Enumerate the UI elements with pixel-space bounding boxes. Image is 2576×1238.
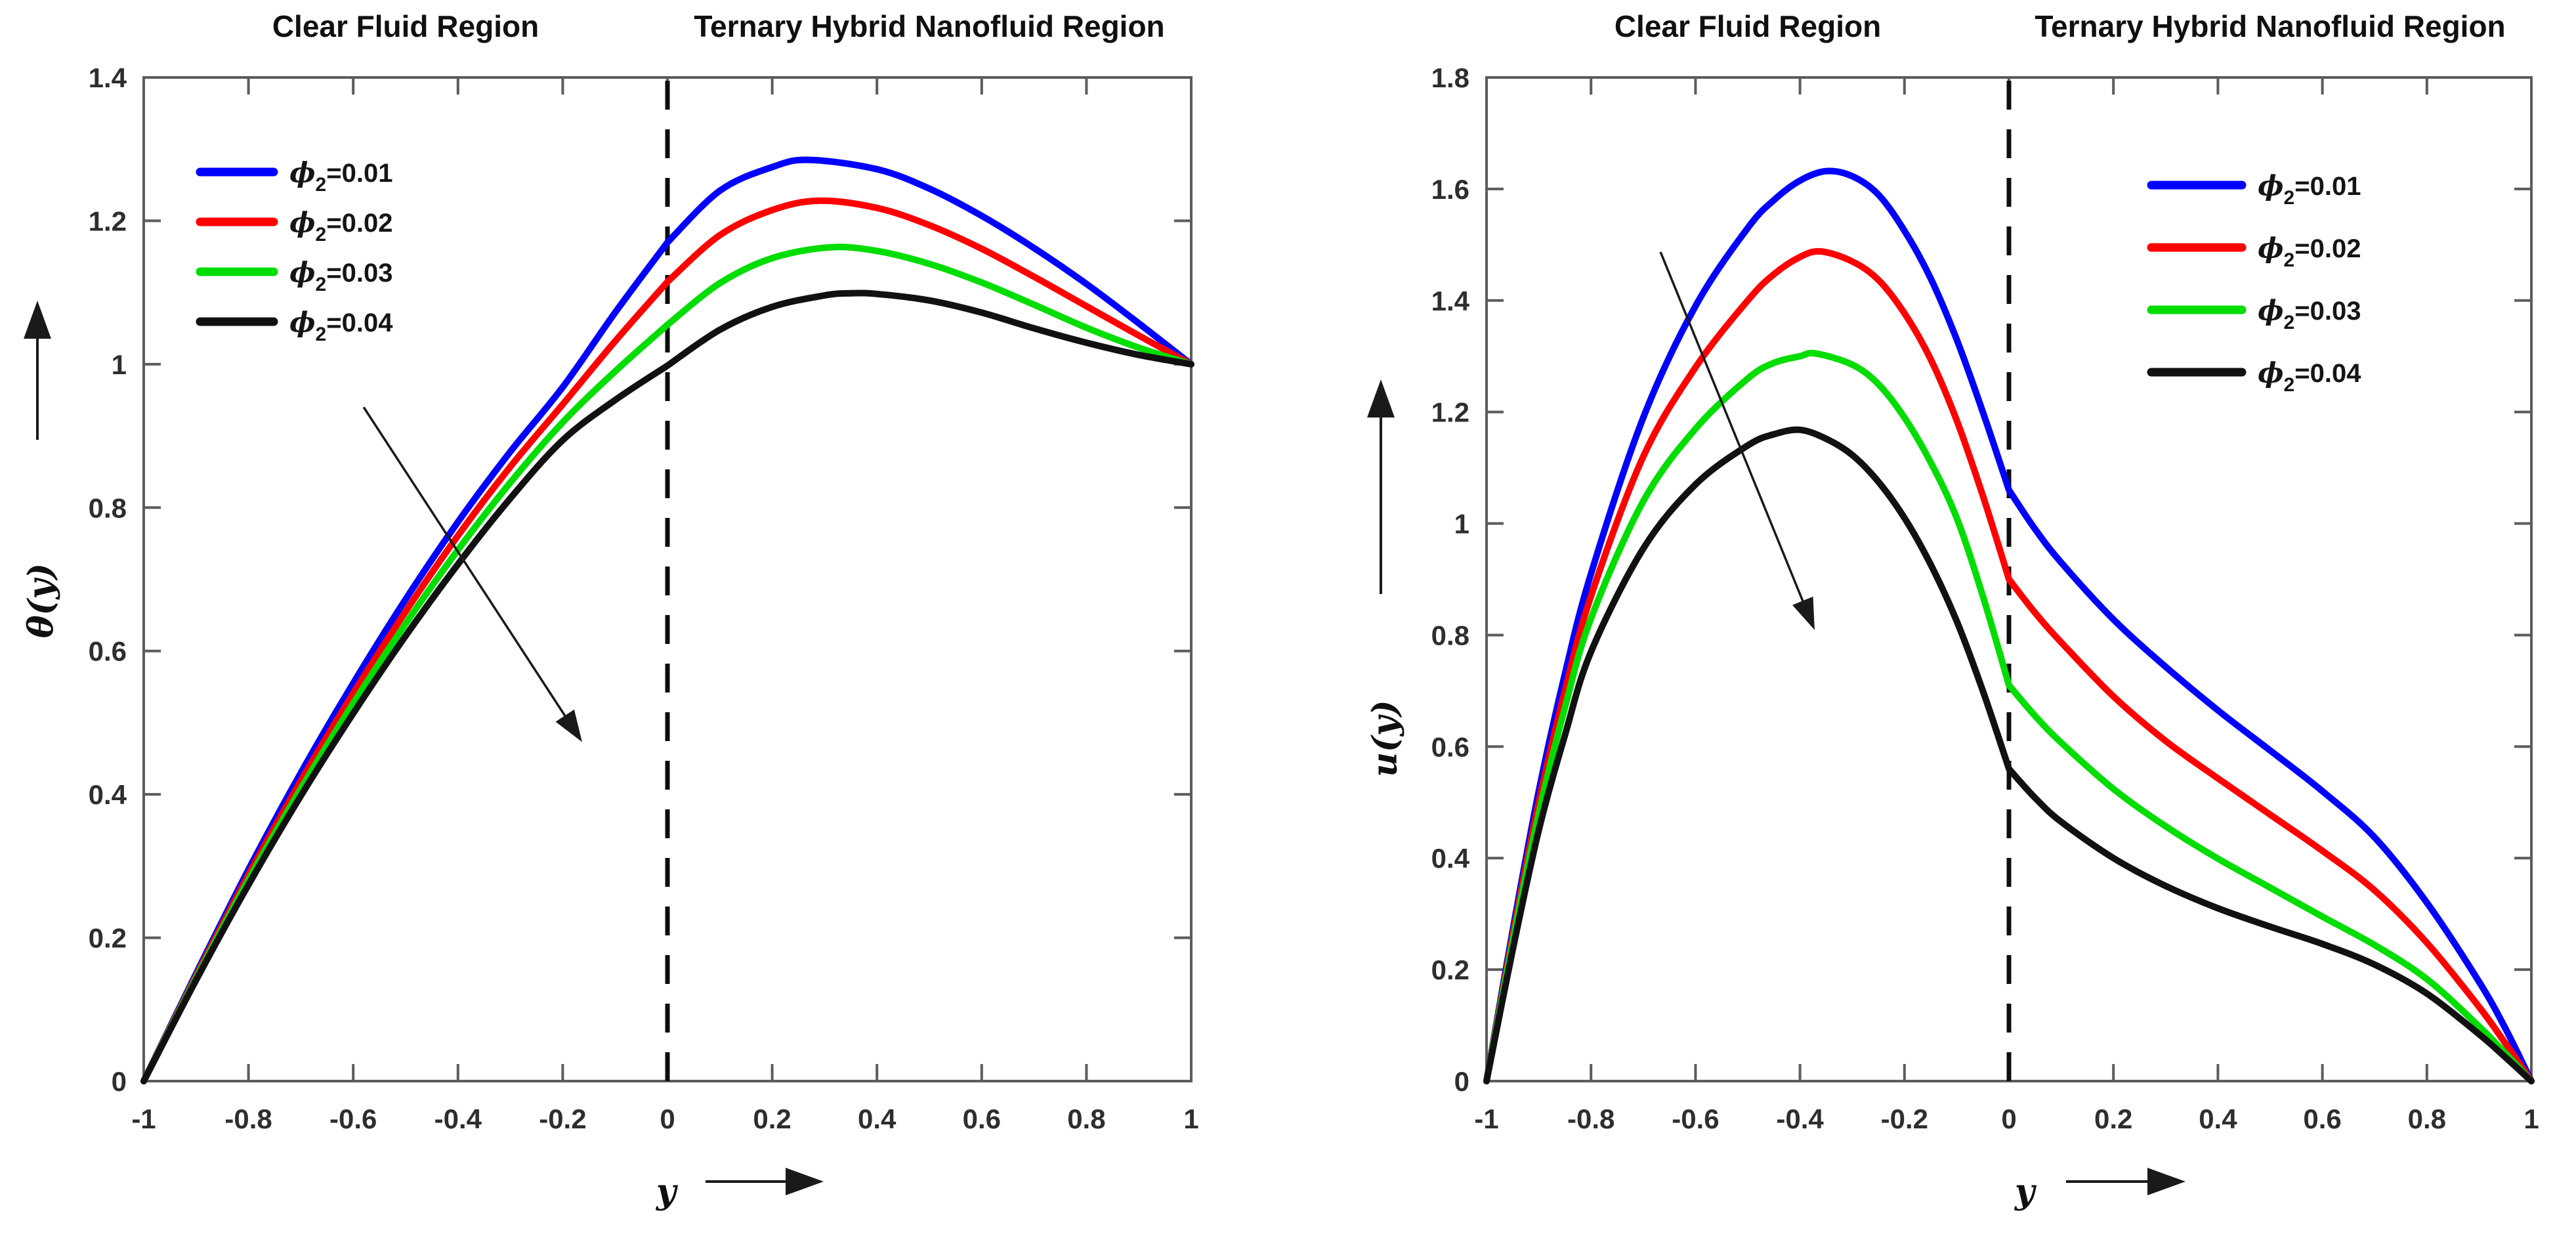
x-tick-label: -0.6 [329, 1103, 377, 1134]
x-axis-arrowhead [2147, 1168, 2185, 1195]
x-axis-arrowhead [786, 1168, 824, 1195]
x-axis-label: y [656, 1172, 679, 1212]
x-axis-label: y [2014, 1172, 2037, 1212]
x-tick-label: 1 [2523, 1103, 2539, 1134]
y-tick-label: 1.4 [89, 62, 127, 93]
y-tick-label: 1.2 [89, 205, 127, 236]
y-tick-label: 1.6 [1431, 174, 1469, 205]
x-tick-label: -0.2 [539, 1103, 586, 1134]
x-tick-label: -0.6 [1672, 1103, 1719, 1134]
decrease-trend-arrow [1659, 251, 1805, 605]
y-tick-label: 0.6 [1431, 731, 1469, 762]
y-tick-label: 0 [1454, 1066, 1469, 1097]
y-tick-label: 1.2 [1431, 397, 1469, 428]
legend-item: ϕ2=0.04 [2147, 356, 2361, 396]
plot-velocity-profile: -1 -0.8 -0.6 -0.4 -0.2 0 0.2 0.4 0.6 0.8 1 0 0.2 0.4 0… [1365, 9, 2539, 1212]
legend-label: ϕ2=0.01 [289, 156, 392, 196]
x-tick-label: 0.6 [963, 1103, 1001, 1134]
y-tick-label: 1 [1454, 509, 1469, 540]
y-tick-label: 0.4 [1431, 843, 1470, 874]
x-tick-label: -1 [131, 1103, 156, 1134]
region-title-clear-fluid: Clear Fluid Region [272, 9, 539, 43]
legend-label: ϕ2=0.04 [289, 306, 393, 345]
y-tick-label: 1.4 [1431, 286, 1470, 316]
legend-label: ϕ2=0.03 [289, 256, 392, 295]
y-tick-label: 0 [112, 1066, 127, 1097]
y-axis-arrowhead [1367, 379, 1395, 417]
y-tick-label: 0.8 [1431, 620, 1469, 651]
curve-phi2=0.04 [140, 289, 1194, 1084]
x-tick-label: -0.4 [1776, 1103, 1824, 1134]
y-tick-label: 0.2 [89, 923, 127, 954]
x-tick-label: -0.2 [1881, 1103, 1928, 1134]
x-tick-label: -0.8 [1567, 1103, 1615, 1134]
y-tick-label: 0.8 [89, 492, 127, 523]
legend-item: ϕ2=0.04 [196, 306, 393, 345]
legend-label: ϕ2=0.01 [2258, 169, 2361, 209]
legend-item: ϕ2=0.02 [2147, 232, 2361, 271]
decrease-trend-arrowhead [1792, 596, 1815, 630]
legend-item: ϕ2=0.03 [196, 256, 392, 295]
x-tick-label: -0.8 [224, 1103, 272, 1134]
region-title-clear-fluid: Clear Fluid Region [1615, 9, 1881, 43]
y-tick-label: 0.4 [89, 779, 127, 810]
x-tick-label: -0.4 [434, 1103, 482, 1134]
x-tick-label: 0.6 [2303, 1103, 2341, 1134]
x-tick-label: -1 [1474, 1103, 1498, 1134]
y-axis-label: u(y) [1365, 700, 1405, 777]
legend-label: ϕ2=0.02 [289, 206, 392, 245]
x-tick-label: 0.2 [753, 1103, 791, 1134]
legend-item: ϕ2=0.02 [196, 206, 392, 245]
x-tick-label: 0.4 [2199, 1103, 2237, 1134]
legend-item: ϕ2=0.03 [2147, 294, 2361, 333]
region-title-ternary-hybrid-nanofluid: Ternary Hybrid Nanofluid Region [2035, 9, 2505, 43]
legend-item: ϕ2=0.01 [2147, 169, 2361, 209]
y-tick-label: 1 [112, 349, 127, 380]
legend-item: ϕ2=0.01 [196, 156, 392, 196]
x-tick-label: 0.8 [2408, 1103, 2446, 1134]
curve-phi2=0.04 [1483, 426, 2535, 1084]
y-tick-label: 1.8 [1431, 62, 1469, 93]
legend: ϕ2=0.01 ϕ2=0.02 ϕ2=0.03 ϕ2=0.04 [196, 156, 393, 345]
x-tick-label: 0.8 [1067, 1103, 1105, 1134]
legend-label: ϕ2=0.03 [2258, 294, 2361, 333]
y-tick-label: 0.6 [89, 636, 127, 667]
x-tick-label: 0 [2001, 1103, 2016, 1134]
x-tick-label: 0.4 [858, 1103, 897, 1134]
y-axis-label: θ(y) [21, 563, 61, 638]
legend-label: ϕ2=0.02 [2258, 232, 2361, 271]
legend: ϕ2=0.01 ϕ2=0.02 ϕ2=0.03 ϕ2=0.04 [2147, 169, 2361, 396]
x-tick-label: 0 [660, 1103, 675, 1134]
plot-temperature-profile: -1 -0.8 -0.6 -0.4 -0.2 0 0.2 0.4 0.6 0.8 1 0 0.2 0.4 0… [21, 9, 1199, 1212]
region-title-ternary-hybrid-nanofluid: Ternary Hybrid Nanofluid Region [694, 9, 1164, 43]
decrease-trend-arrow [362, 406, 568, 720]
y-axis-arrowhead [24, 301, 51, 339]
y-tick-label: 0.2 [1431, 954, 1469, 985]
curve-phi2=0.03 [1483, 349, 2535, 1084]
x-tick-label: 1 [1183, 1103, 1198, 1134]
x-tick-label: 0.2 [2094, 1103, 2132, 1134]
legend-label: ϕ2=0.04 [2258, 356, 2361, 396]
decrease-trend-arrowhead [555, 709, 582, 742]
